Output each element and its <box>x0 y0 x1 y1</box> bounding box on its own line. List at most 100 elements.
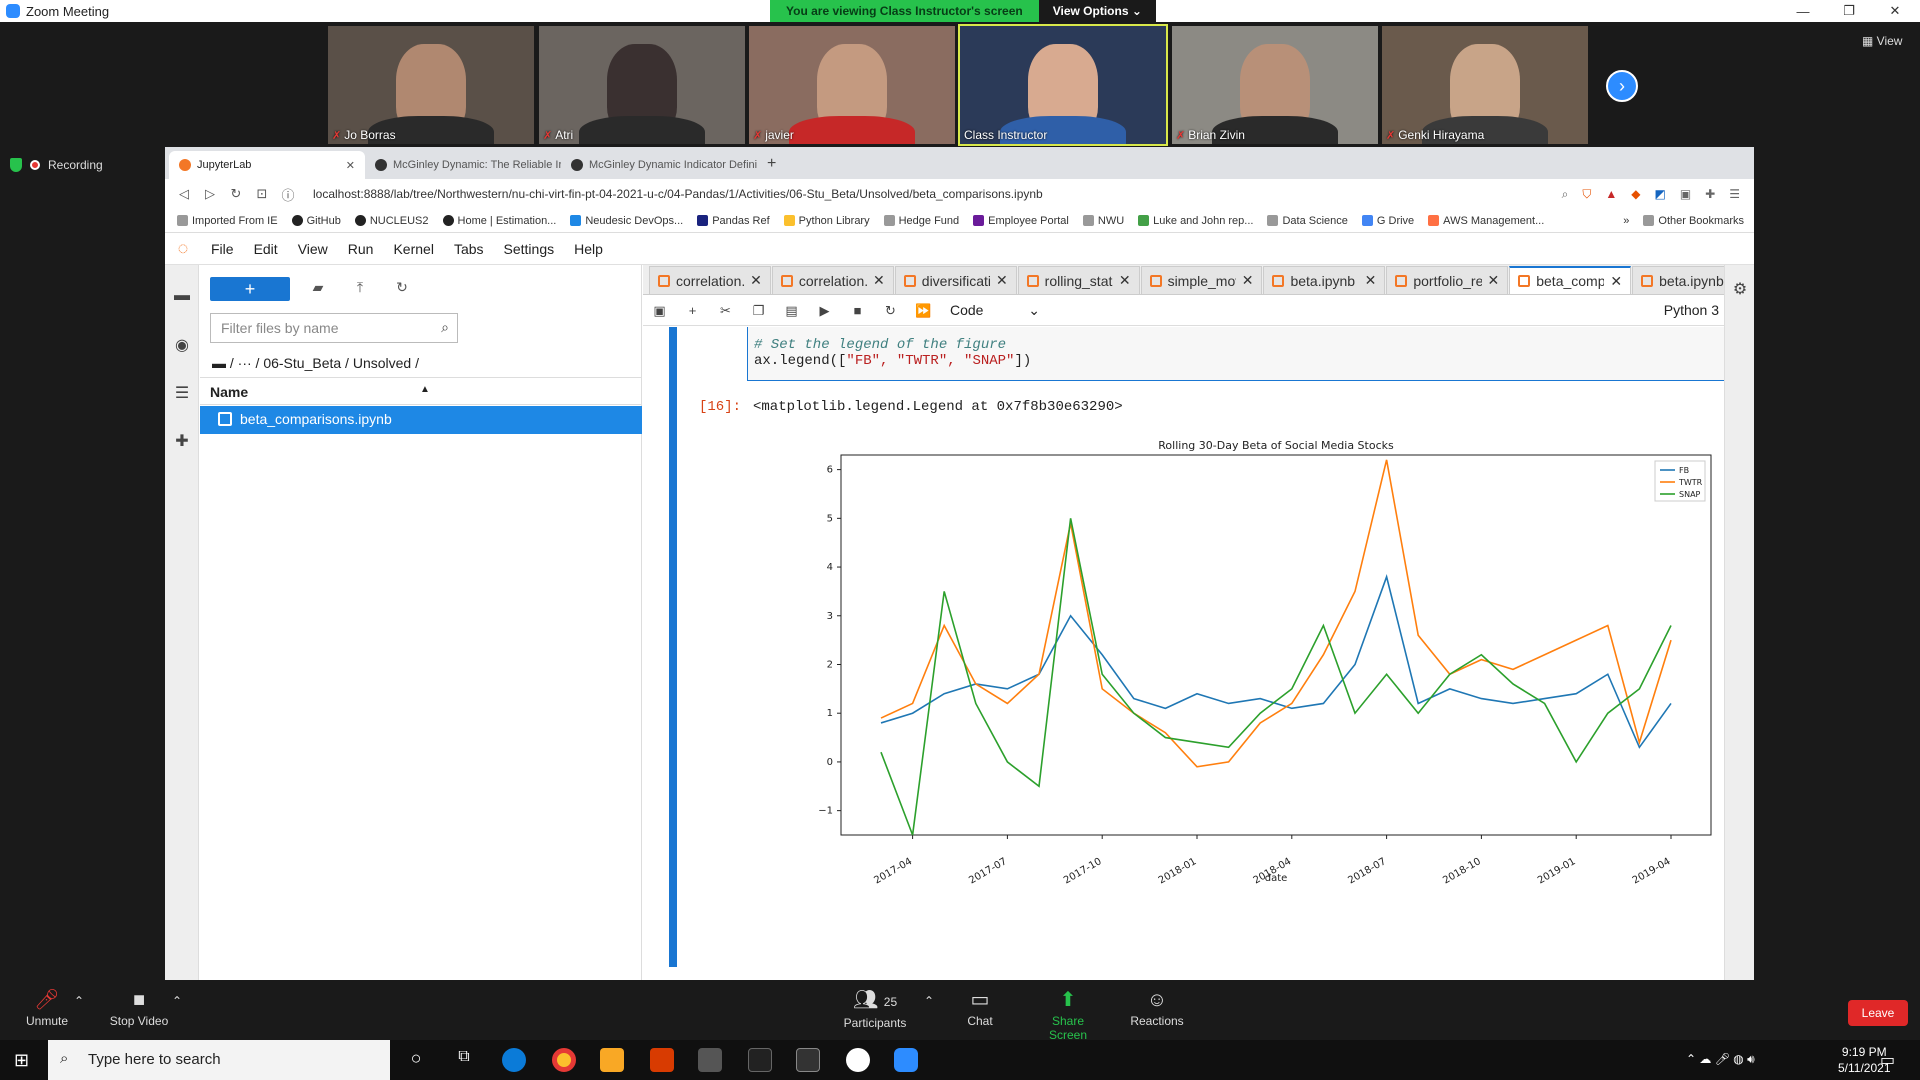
bookmark-item[interactable]: G Drive <box>1361 215 1414 227</box>
new-folder-icon[interactable]: ▰ <box>312 279 324 295</box>
restart-icon[interactable]: ↻ <box>885 302 896 318</box>
terminal-icon[interactable] <box>748 1048 772 1072</box>
code-cell-input[interactable]: # Set the legend of the figure ax.legend… <box>747 327 1747 381</box>
refresh-icon[interactable]: ↻ <box>396 279 408 295</box>
video-tile[interactable]: ✗ Atri <box>539 26 745 144</box>
forward-icon[interactable]: ▷ <box>205 186 215 201</box>
restore-icon[interactable]: ❐ <box>1843 3 1855 18</box>
reload-icon[interactable]: ↻ <box>230 186 242 201</box>
browser-tab[interactable]: JupyterLab ✕ <box>169 151 365 179</box>
audio-options-icon[interactable]: ⌃ <box>73 994 85 1008</box>
menu-settings[interactable]: Settings <box>503 240 555 257</box>
office-icon[interactable] <box>650 1048 674 1072</box>
extension-manager-icon[interactable]: ✚ <box>175 433 189 450</box>
video-options-icon[interactable]: ⌃ <box>171 994 183 1008</box>
reactions-button[interactable]: ☺ Reactions <box>1128 986 1186 1028</box>
running-icon[interactable]: ◉ <box>175 337 189 354</box>
run-all-icon[interactable]: ⏩ <box>915 302 932 318</box>
video-tile[interactable]: ✗ Genki Hirayama <box>1382 26 1588 144</box>
extension-icon[interactable]: ◆ <box>1631 186 1641 201</box>
participants-options-icon[interactable]: ⌃ <box>923 994 935 1008</box>
zoom-icon[interactable]: ⌕ <box>1561 186 1569 201</box>
participants-button[interactable]: 👥︎ 25 Participants <box>843 989 907 1030</box>
bookmark-item[interactable]: Neudesic DevOps... <box>570 215 683 227</box>
cell-type-select[interactable]: Code ⌄ <box>950 302 1040 318</box>
leave-button[interactable]: Leave <box>1848 1000 1908 1026</box>
menu-run[interactable]: Run <box>347 240 374 257</box>
video-tile[interactable]: ✗ Brian Zivin <box>1172 26 1378 144</box>
breadcrumb[interactable]: ▬ / ··· / 06-Stu_Beta / Unsolved / <box>212 355 419 371</box>
puzzle-icon[interactable]: ✚ <box>1705 186 1716 201</box>
edge-icon[interactable] <box>502 1048 526 1072</box>
notebook-tab[interactable]: correlation.ip ✕ <box>649 266 771 294</box>
bookmark-item[interactable]: NWU <box>1082 215 1124 227</box>
folder-icon[interactable]: ▬ <box>174 287 190 304</box>
notebook-tab[interactable]: beta.ipynb ✕ <box>1263 266 1386 294</box>
bookmark-item[interactable]: Pandas Ref <box>697 215 770 227</box>
bookmark-item[interactable]: Imported From IE <box>177 215 278 227</box>
menu-edit[interactable]: Edit <box>253 240 278 257</box>
windows-start-icon[interactable]: ⊞ <box>14 1050 30 1070</box>
notebook-tab[interactable]: rolling_statis ✕ <box>1017 266 1140 294</box>
extension-icon[interactable]: ▲ <box>1605 186 1618 201</box>
bookmark-item[interactable]: Data Science <box>1267 215 1348 227</box>
unmute-button[interactable]: 🎤︎ Unmute <box>22 986 72 1028</box>
bookmark-item[interactable]: Hedge Fund <box>883 215 959 227</box>
close-icon[interactable]: ✕ <box>1889 3 1901 18</box>
bookmark-item[interactable]: Employee Portal <box>973 215 1069 227</box>
filter-input[interactable]: Filter files by name ⌕ <box>210 313 458 343</box>
browser-tab[interactable]: McGinley Dynamic Indicator Definit <box>561 151 757 179</box>
run-icon[interactable]: ▶ <box>819 302 830 318</box>
close-tab-icon[interactable]: ✕ <box>1364 272 1377 288</box>
menu-help[interactable]: Help <box>574 240 603 257</box>
notebook-tab[interactable]: portfolio_ret ✕ <box>1386 266 1509 294</box>
column-header-name[interactable]: Name ▲ <box>200 377 642 405</box>
close-tab-icon[interactable]: ✕ <box>1610 272 1623 289</box>
menu-kernel[interactable]: Kernel <box>393 240 434 257</box>
slack-icon[interactable] <box>846 1048 870 1072</box>
copy-icon[interactable]: ❐ <box>752 302 765 318</box>
cortana-icon[interactable]: ○ <box>410 1048 422 1068</box>
video-tile[interactable]: ✗ javier <box>749 26 955 144</box>
view-options-button[interactable]: View Options ⌄ <box>1038 0 1156 22</box>
bookmark-icon[interactable]: ⊡ <box>256 186 268 201</box>
url-field[interactable]: localhost:8888/lab/tree/Northwestern/nu-… <box>313 187 1043 201</box>
bookmark-item[interactable]: Python Library <box>783 215 870 227</box>
back-icon[interactable]: ◁ <box>179 186 189 201</box>
add-cell-icon[interactable]: + <box>688 303 697 318</box>
close-tab-icon[interactable]: ✕ <box>750 272 762 288</box>
chat-button[interactable]: ▭ Chat <box>960 986 1000 1028</box>
menu-view[interactable]: View <box>297 240 328 257</box>
file-row[interactable]: beta_comparisons.ipynb <box>200 406 642 434</box>
more-bookmarks-icon[interactable]: » <box>1623 214 1630 227</box>
video-tile[interactable]: ✗ Jo Borras <box>328 26 534 144</box>
view-button[interactable]: ▦ View <box>1862 34 1903 48</box>
brave-shield-icon[interactable]: ⛉ <box>1582 186 1592 201</box>
stop-video-button[interactable]: ■ Stop Video <box>106 986 172 1028</box>
cut-icon[interactable]: ✂ <box>720 302 731 318</box>
zoom-taskbar-icon[interactable] <box>894 1048 918 1072</box>
share-screen-button[interactable]: ⬆ Share Screen <box>1032 986 1104 1042</box>
notebook-tab[interactable]: beta_compa ✕ <box>1509 266 1632 294</box>
notebook-tab[interactable]: simple_movi ✕ <box>1140 266 1263 294</box>
save-icon[interactable]: ▣ <box>653 302 666 318</box>
bookmark-item[interactable]: GitHub <box>291 215 341 227</box>
notification-icon[interactable]: ▭ <box>1880 1052 1896 1069</box>
bookmark-item[interactable]: Home | Estimation... <box>442 215 556 227</box>
close-tab-icon[interactable]: ✕ <box>873 272 885 288</box>
close-tab-icon[interactable]: ✕ <box>1118 272 1131 288</box>
task-view-icon[interactable]: ⧉ <box>458 1048 470 1065</box>
menu-icon[interactable]: ☰ <box>1729 186 1740 201</box>
paste-icon[interactable]: ▤ <box>785 302 798 318</box>
property-inspector-icon[interactable]: ⚙ <box>1732 281 1748 298</box>
notebook-tab[interactable]: correlation.ip ✕ <box>771 266 894 294</box>
new-tab-icon[interactable]: + <box>767 155 777 172</box>
bookmark-item[interactable]: AWS Management... <box>1428 215 1544 227</box>
minimize-icon[interactable]: — <box>1796 3 1810 19</box>
notebook-tab[interactable]: diversificatio ✕ <box>894 266 1017 294</box>
bookmark-item[interactable]: Luke and John rep... <box>1138 215 1253 227</box>
clock[interactable]: 9:19 PM 5/11/2021 <box>1838 1045 1891 1075</box>
extension-icon[interactable]: ◩ <box>1654 186 1666 201</box>
menu-file[interactable]: File <box>211 240 234 257</box>
new-launcher-button[interactable]: + <box>210 277 290 301</box>
